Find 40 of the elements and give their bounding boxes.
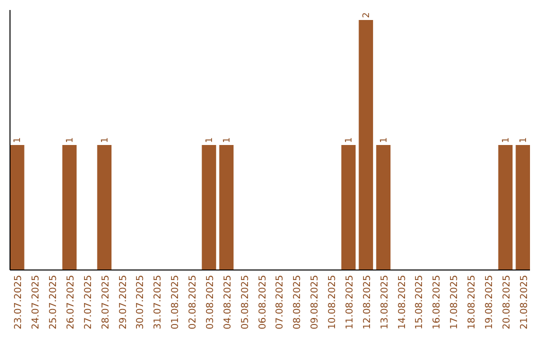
- x-tick-label: 06.08.2025: [257, 275, 268, 330]
- x-tick-label: 20.08.2025: [501, 275, 512, 330]
- x-tick-label: 08.08.2025: [292, 275, 304, 330]
- x-tick-label: 17.08.2025: [449, 275, 460, 330]
- x-tick-label: 14.08.2025: [396, 275, 408, 330]
- x-tick-label: 18.08.2025: [466, 275, 478, 330]
- data-label: 1: [379, 137, 390, 143]
- x-tick-label: 23.07.2025: [13, 275, 24, 330]
- x-tick-label: 01.08.2025: [170, 275, 182, 330]
- x-tick-label: 04.08.2025: [222, 275, 234, 330]
- data-label: 1: [13, 137, 24, 143]
- x-tick-label: 16.08.2025: [432, 275, 443, 330]
- data-label: 1: [100, 137, 110, 143]
- x-tick-label: 29.07.2025: [118, 275, 129, 330]
- data-label: 1: [518, 137, 529, 143]
- x-tick-label: 25.07.2025: [48, 275, 60, 330]
- x-tick-label: 26.07.2025: [65, 275, 76, 330]
- data-label: 1: [65, 137, 76, 143]
- data-label: 1: [501, 137, 512, 143]
- x-tick-label: 07.08.2025: [274, 275, 286, 330]
- x-tick-label: 15.08.2025: [414, 275, 426, 330]
- x-tick-label: 11.08.2025: [344, 275, 356, 330]
- data-label: 1: [344, 137, 354, 143]
- x-tick-label: 03.08.2025: [204, 275, 216, 330]
- data-label: 1: [204, 137, 215, 143]
- x-tick-label: 27.07.2025: [82, 275, 94, 330]
- data-label: 1: [222, 137, 232, 143]
- x-tick-label: 30.07.2025: [135, 275, 146, 330]
- x-tick-label: 09.08.2025: [310, 275, 321, 330]
- x-tick-label: 12.08.2025: [362, 275, 373, 330]
- x-tick-label: 05.08.2025: [240, 275, 251, 330]
- x-tick-label: 28.07.2025: [100, 275, 112, 330]
- x-tick-label: 13.08.2025: [379, 275, 390, 330]
- x-tick-label: 19.08.2025: [484, 275, 495, 330]
- x-tick-label: 21.08.2025: [518, 275, 530, 330]
- x-tick-label: 02.08.2025: [188, 275, 199, 330]
- x-tick-label: 31.07.2025: [152, 275, 164, 330]
- data-label: 2: [362, 12, 372, 18]
- x-tick-label: 10.08.2025: [327, 275, 338, 330]
- x-tick-label: 24.07.2025: [30, 275, 42, 330]
